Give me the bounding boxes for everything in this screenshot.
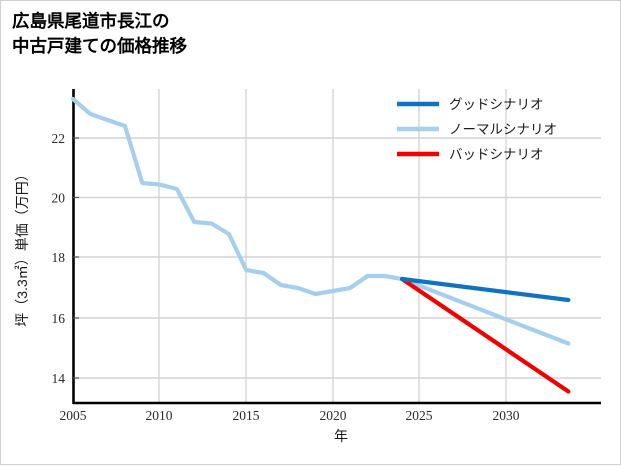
- y-tick-label: 16: [52, 311, 66, 326]
- chart-legend: グッドシナリオ ノーマルシナリオ バッドシナリオ: [397, 97, 557, 162]
- x-tick-label: 2010: [146, 408, 173, 423]
- x-tick-labels: 2005 2010 2015 2020 2025 2030: [60, 408, 520, 423]
- y-tick-labels: 22 20 18 16 14: [52, 131, 66, 386]
- series-line-normal-scenario: [399, 276, 571, 346]
- legend-label-normal: ノーマルシナリオ: [449, 122, 557, 137]
- y-gridlines: [73, 137, 601, 379]
- series-line-good-scenario: [399, 276, 571, 303]
- series-line-bad-scenario: [399, 276, 571, 394]
- x-tick-label: 2015: [233, 408, 260, 423]
- x-tick-label: 2025: [406, 408, 433, 423]
- series-group: [70, 96, 571, 394]
- legend-label-good: グッドシナリオ: [449, 97, 544, 112]
- x-axis-label: 年: [334, 428, 348, 444]
- y-axis-label: 坪（3.3㎡）単価（万円）: [14, 167, 30, 326]
- y-tick-marks: [73, 137, 79, 379]
- y-tick-label: 22: [52, 131, 66, 146]
- legend-label-bad: バッドシナリオ: [449, 147, 544, 162]
- x-tick-label: 2020: [320, 408, 347, 423]
- x-tick-label: 2005: [60, 408, 87, 423]
- chart-title: 広島県尾道市長江の 中古戸建ての価格推移: [12, 11, 187, 56]
- y-tick-label: 18: [52, 250, 66, 265]
- series-line-history: [70, 96, 405, 297]
- y-tick-label: 14: [52, 371, 66, 386]
- x-tick-label: 2030: [493, 408, 520, 423]
- y-tick-label: 20: [52, 191, 66, 206]
